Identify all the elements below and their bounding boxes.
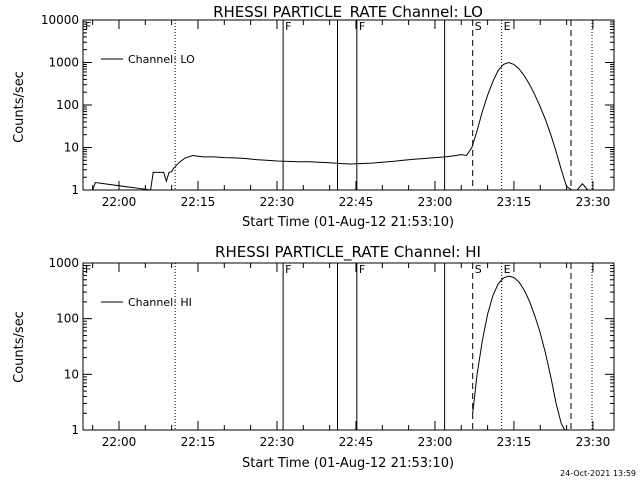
event-marker-label: F xyxy=(85,20,91,33)
x-tick-label: 22:45 xyxy=(339,195,374,209)
x-axis-label: Start Time (01-Aug-12 21:53:10) xyxy=(242,456,454,471)
legend-entry: Channel: HI xyxy=(128,296,192,309)
x-tick-label: 22:00 xyxy=(102,435,137,449)
x-tick-label: 23:00 xyxy=(418,435,453,449)
event-marker-label: F xyxy=(285,263,291,276)
y-axis-label: Counts/sec xyxy=(12,71,27,143)
event-marker-label: S xyxy=(475,263,482,276)
chart-title: RHESSI PARTICLE_RATE Channel: LO xyxy=(213,3,483,22)
hi-channel-panel: RHESSI PARTICLE_RATE Channel: HI Start T… xyxy=(12,243,615,471)
x-tick-label: 22:30 xyxy=(260,435,295,449)
x-tick-label: 23:15 xyxy=(497,195,532,209)
event-marker-label: E xyxy=(504,263,511,276)
y-tick-label: 10 xyxy=(64,367,79,381)
lo-channel-panel: RHESSI PARTICLE_RATE Channel: LO Start T… xyxy=(12,3,615,230)
y-axis-label: Counts/sec xyxy=(12,311,27,383)
y-tick-label: 100 xyxy=(56,98,79,112)
data-series-line xyxy=(472,275,566,431)
y-tick-label: 10000 xyxy=(41,13,79,27)
x-tick-label: 22:15 xyxy=(181,435,216,449)
y-tick-label: 1 xyxy=(71,423,79,437)
x-tick-label: 22:45 xyxy=(339,435,374,449)
y-tick-label: 1000 xyxy=(48,256,79,270)
x-tick-label: 22:30 xyxy=(260,195,295,209)
x-tick-label: 23:00 xyxy=(418,195,453,209)
event-marker-label: F xyxy=(85,263,91,276)
legend-entry: Channel: LO xyxy=(128,53,195,66)
x-tick-label: 23:30 xyxy=(576,435,611,449)
event-marker-label: F xyxy=(359,20,365,33)
y-tick-label: 10 xyxy=(64,141,79,155)
event-marker-label: S xyxy=(475,20,482,33)
event-marker-label: E xyxy=(504,20,511,33)
y-tick-label: 1 xyxy=(71,183,79,197)
event-marker-label: F xyxy=(359,263,365,276)
y-tick-label: 1000 xyxy=(48,56,79,70)
y-tick-label: 100 xyxy=(56,312,79,326)
data-series-line xyxy=(92,61,589,191)
plot-timestamp: 24-Oct-2021 13:59 xyxy=(560,469,636,478)
x-tick-label: 22:00 xyxy=(102,195,137,209)
plot-frame xyxy=(82,19,615,191)
plot-frame xyxy=(82,262,615,431)
x-axis-label: Start Time (01-Aug-12 21:53:10) xyxy=(242,215,454,230)
x-tick-label: 22:15 xyxy=(181,195,216,209)
event-marker-label: F xyxy=(285,20,291,33)
x-tick-label: 23:15 xyxy=(497,435,532,449)
chart-title: RHESSI PARTICLE_RATE Channel: HI xyxy=(215,243,481,262)
x-tick-label: 23:30 xyxy=(576,195,611,209)
